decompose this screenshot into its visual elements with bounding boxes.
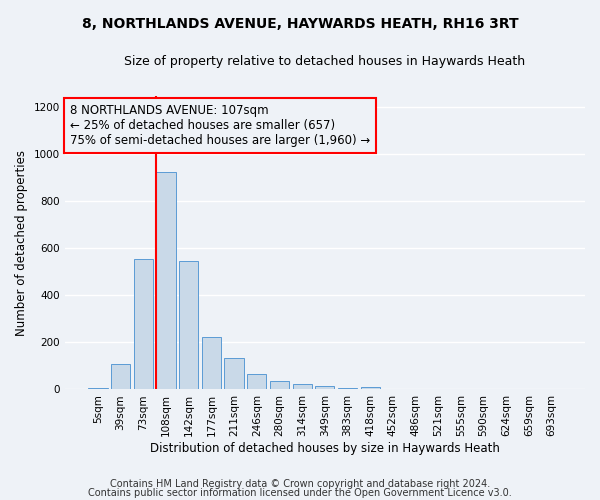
Text: Contains public sector information licensed under the Open Government Licence v3: Contains public sector information licen… bbox=[88, 488, 512, 498]
Bar bbox=[202, 336, 221, 390]
Bar bbox=[338, 388, 357, 390]
Bar bbox=[224, 358, 244, 390]
X-axis label: Distribution of detached houses by size in Haywards Heath: Distribution of detached houses by size … bbox=[150, 442, 500, 455]
Bar bbox=[111, 364, 130, 390]
Y-axis label: Number of detached properties: Number of detached properties bbox=[15, 150, 28, 336]
Text: 8, NORTHLANDS AVENUE, HAYWARDS HEATH, RH16 3RT: 8, NORTHLANDS AVENUE, HAYWARDS HEATH, RH… bbox=[82, 18, 518, 32]
Bar bbox=[270, 381, 289, 390]
Bar bbox=[134, 259, 153, 390]
Bar bbox=[88, 388, 107, 390]
Bar bbox=[361, 387, 380, 390]
Bar bbox=[157, 172, 176, 390]
Bar bbox=[179, 262, 199, 390]
Text: Contains HM Land Registry data © Crown copyright and database right 2024.: Contains HM Land Registry data © Crown c… bbox=[110, 479, 490, 489]
Title: Size of property relative to detached houses in Haywards Heath: Size of property relative to detached ho… bbox=[124, 55, 526, 68]
Bar bbox=[247, 374, 266, 390]
Text: 8 NORTHLANDS AVENUE: 107sqm
← 25% of detached houses are smaller (657)
75% of se: 8 NORTHLANDS AVENUE: 107sqm ← 25% of det… bbox=[70, 104, 370, 148]
Bar bbox=[293, 384, 312, 390]
Bar bbox=[315, 386, 334, 390]
